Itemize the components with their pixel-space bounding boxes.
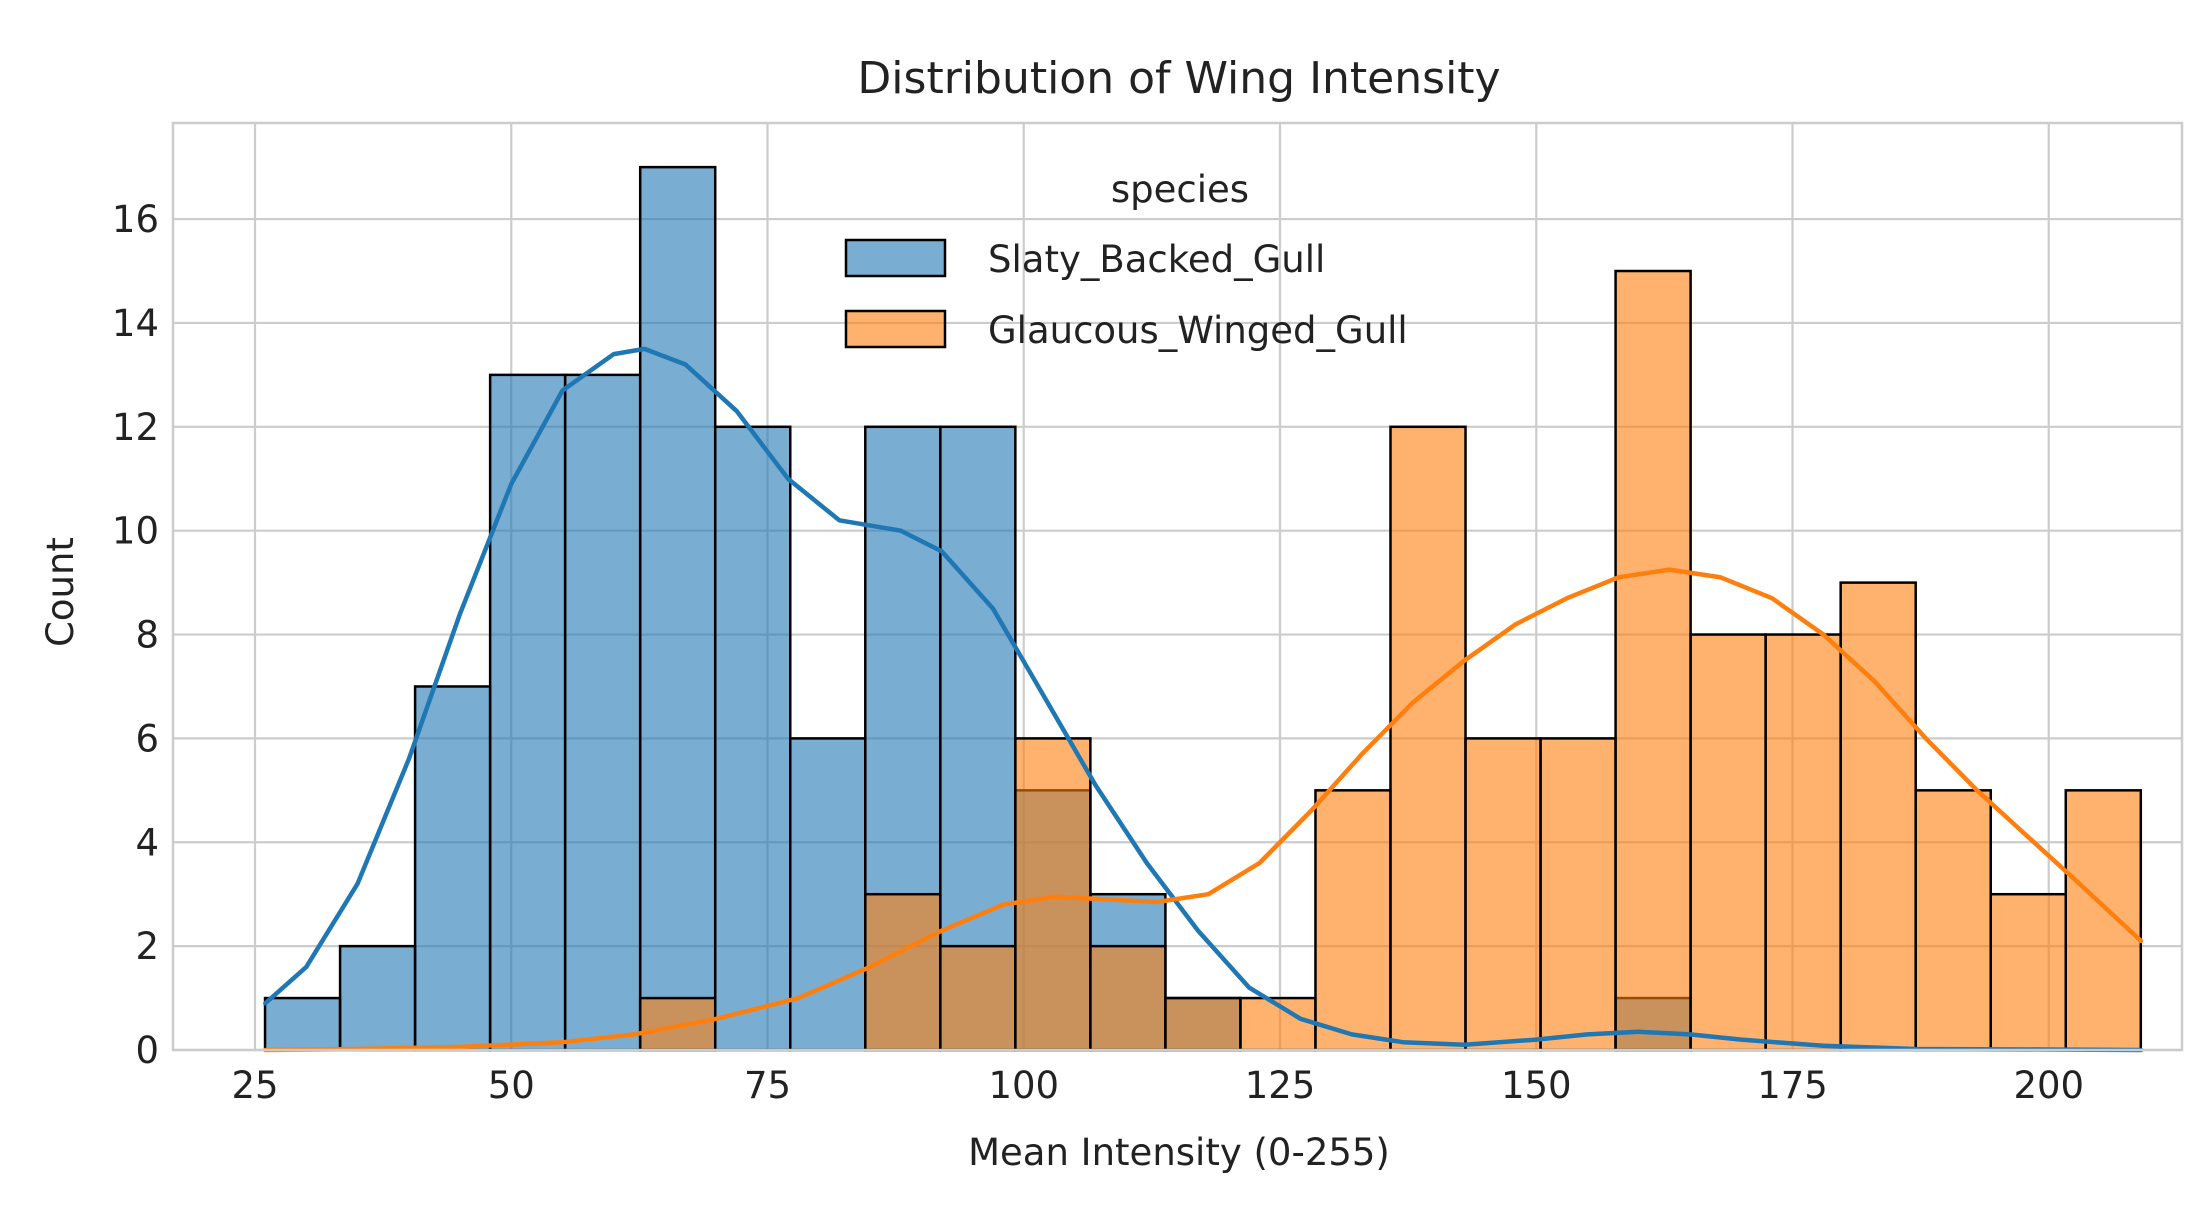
- x-tick-label: 175: [1757, 1064, 1828, 1107]
- y-tick-label: 0: [135, 1029, 159, 1072]
- bar-glaucous-winged-gull: [2064, 789, 2143, 1052]
- bar-slaty-backed-gull: [413, 685, 492, 1052]
- x-tick-label: 50: [488, 1064, 535, 1107]
- bar-glaucous-winged-gull: [1464, 737, 1542, 1052]
- x-tick-label: 75: [744, 1064, 791, 1107]
- bar-slaty-backed-gull: [638, 165, 717, 1052]
- y-tick-label: 12: [112, 406, 159, 449]
- legend-label-glaucous-winged-gull: Glaucous_Winged_Gull: [988, 309, 1408, 352]
- bar-glaucous-winged-gull: [1839, 581, 1917, 1052]
- y-tick-label: 14: [112, 302, 159, 345]
- x-axis-label: Mean Intensity (0-255): [968, 1131, 1390, 1174]
- y-tick-label: 4: [135, 821, 159, 864]
- bar-glaucous-winged-gull: [1089, 944, 1167, 1052]
- x-tick-label: 100: [988, 1064, 1059, 1107]
- bar-glaucous-winged-gull: [939, 944, 1017, 1052]
- y-tick-label: 2: [135, 925, 159, 968]
- x-tick-label: 200: [2013, 1064, 2084, 1107]
- bar-slaty-backed-gull: [563, 373, 642, 1052]
- bar-slaty-backed-gull: [263, 996, 342, 1052]
- bar-glaucous-winged-gull: [1689, 633, 1767, 1052]
- bar-slaty-backed-gull: [789, 737, 867, 1052]
- x-tick-label: 25: [231, 1064, 278, 1107]
- kde-line-glaucous-winged-gull: [263, 567, 2144, 1053]
- y-tick-label: 16: [112, 198, 159, 241]
- bar-slaty-backed-gull: [713, 425, 792, 1052]
- legend-swatch-glaucous-winged-gull: [844, 309, 947, 349]
- bar-slaty-backed-gull: [488, 373, 567, 1052]
- bar-glaucous-winged-gull: [1614, 269, 1692, 1052]
- legend: species Slaty_Backed_Gull Glaucous_Winge…: [844, 168, 1408, 352]
- plot-frame: [171, 121, 2184, 1052]
- legend-label-slaty-backed-gull: Slaty_Backed_Gull: [988, 238, 1325, 281]
- bar-glaucous-winged-gull: [1989, 892, 2068, 1052]
- y-axis-label: Count: [39, 537, 82, 647]
- y-tick-label: 10: [112, 510, 159, 553]
- bar-glaucous-winged-gull: [1014, 737, 1092, 1052]
- chart-title: Distribution of Wing Intensity: [857, 53, 1500, 104]
- x-tick-label: 125: [1245, 1064, 1316, 1107]
- bar-glaucous-winged-gull: [1164, 996, 1242, 1052]
- bar-glaucous-winged-gull: [1389, 425, 1467, 1052]
- bar-glaucous-winged-gull: [864, 892, 942, 1052]
- bar-glaucous-winged-gull: [1914, 789, 1992, 1052]
- bar-glaucous-winged-gull: [1539, 737, 1617, 1052]
- histogram-bars: [263, 165, 2143, 1052]
- kde-line-slaty-backed-gull: [263, 346, 2144, 1053]
- bar-slaty-backed-gull: [338, 944, 417, 1052]
- bar-glaucous-winged-gull: [1314, 789, 1392, 1052]
- bar-glaucous-winged-gull: [1764, 633, 1842, 1052]
- y-tick-label: 8: [135, 614, 159, 657]
- x-tick-label: 150: [1501, 1064, 1572, 1107]
- legend-title: species: [1111, 168, 1249, 211]
- kde-curves: [263, 346, 2144, 1053]
- y-tick-label: 6: [135, 717, 159, 760]
- axis-ticks: 25 50 75 100 125 150 175 200 0 2 4 6 8 10 12 14 16: [112, 198, 2084, 1107]
- legend-swatch-slaty-backed-gull: [844, 238, 947, 278]
